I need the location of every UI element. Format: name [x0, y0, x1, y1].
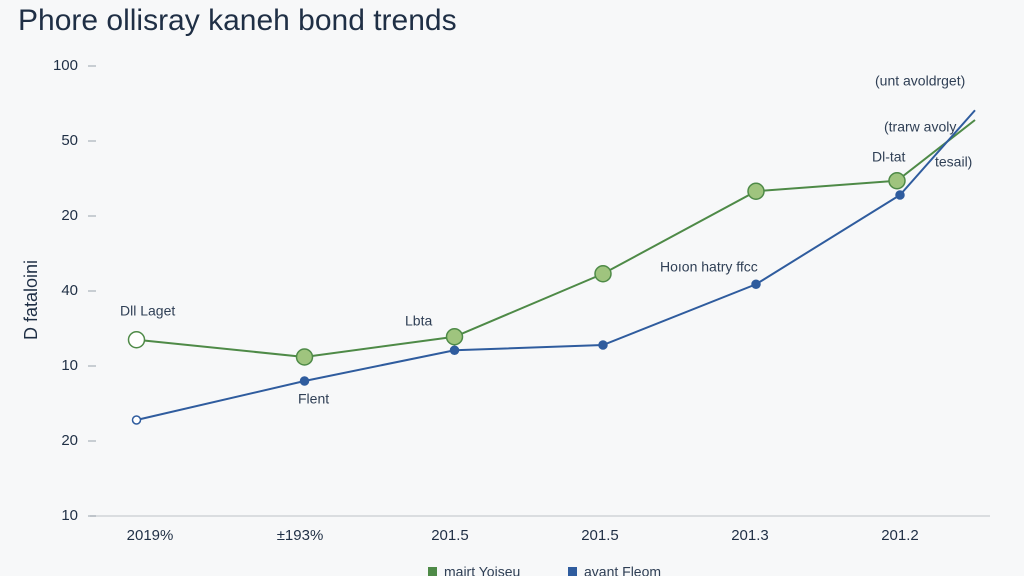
point	[895, 190, 905, 200]
point	[449, 345, 460, 355]
y-tick-label: 20	[61, 207, 78, 224]
point	[127, 331, 146, 349]
line	[136, 119, 976, 359]
y-tick-label: 10	[61, 507, 78, 524]
annotation: Lbta	[405, 313, 432, 329]
point	[751, 279, 761, 289]
annotation: (trarw avoly	[884, 119, 956, 135]
chart-title: Phore ollisray kaneh bond trends	[18, 4, 457, 37]
point	[888, 172, 906, 190]
x-tick-label: 201.5	[581, 527, 619, 544]
point	[445, 328, 464, 346]
legend-label: avant Fleom	[584, 564, 661, 576]
point	[594, 265, 612, 283]
annotation: Hoıon hatry ffcc	[660, 259, 758, 275]
y-tick-label: 100	[53, 57, 78, 74]
annotation: (unt avoldrget)	[875, 73, 965, 89]
legend-swatch	[568, 567, 577, 576]
x-tick-label: 201.5	[431, 527, 469, 544]
y-axis-label: D fataloini	[21, 260, 41, 340]
legend-label: mairt Yoiseu	[444, 564, 520, 576]
x-tick-label: 201.3	[731, 527, 769, 544]
y-tick-label: 20	[61, 432, 78, 449]
y-tick-label: 10	[61, 357, 78, 374]
point	[131, 415, 142, 425]
line	[136, 109, 976, 421]
point	[299, 376, 310, 386]
point	[598, 340, 608, 350]
x-tick-label: ±193%	[277, 527, 324, 544]
point	[295, 348, 314, 366]
y-tick-label: 40	[61, 282, 78, 299]
y-tick-label: 50	[61, 132, 78, 149]
annotation: Dl-tat	[872, 149, 906, 165]
annotation: Dll Laget	[120, 303, 175, 319]
point	[747, 182, 765, 200]
legend-swatch	[428, 567, 437, 576]
x-tick-label: 201.2	[881, 527, 919, 544]
annotation: tesail)	[935, 154, 972, 170]
annotation: Flent	[298, 391, 329, 407]
x-tick-label: 2019%	[127, 527, 174, 544]
